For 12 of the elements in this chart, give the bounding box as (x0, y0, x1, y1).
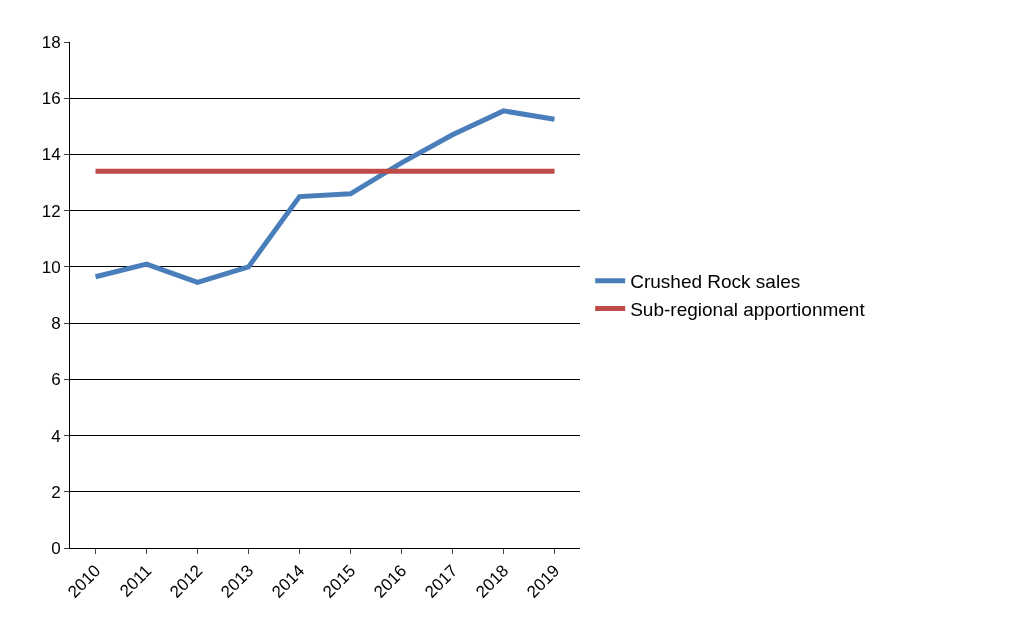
legend-label: Crushed Rock sales (630, 271, 801, 293)
y-tick-label: 12 (41, 201, 61, 221)
y-tick-label: 4 (51, 426, 61, 446)
legend-label: Sub-regional apportionment (630, 298, 866, 320)
y-tick-label: 14 (41, 145, 61, 165)
y-tick-label: 18 (41, 32, 61, 52)
y-tick-label: 8 (51, 314, 61, 334)
y-tick-label: 10 (41, 257, 61, 277)
y-tick-label: 2 (51, 482, 61, 502)
y-tick-label: 16 (41, 89, 61, 109)
y-tick-label: 6 (51, 370, 61, 390)
y-tick-label: 0 (51, 538, 61, 558)
